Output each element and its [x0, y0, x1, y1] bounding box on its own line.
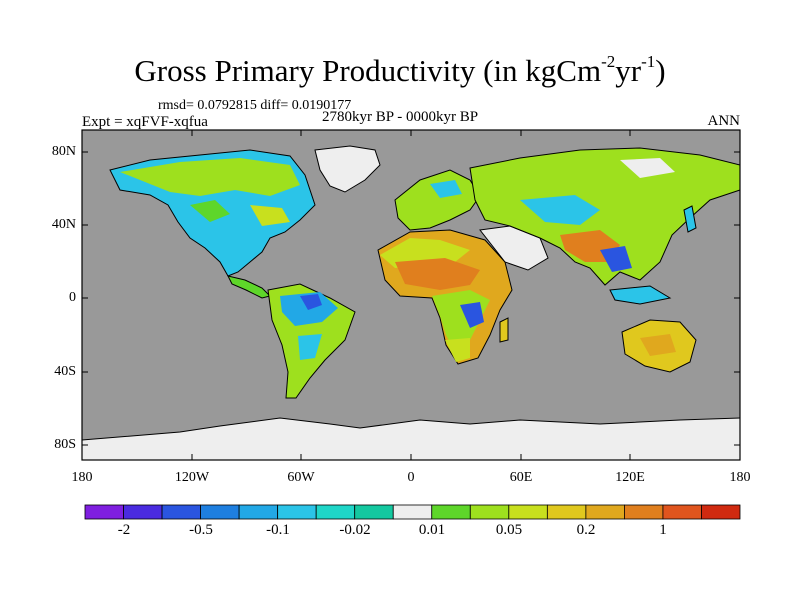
experiment-label: Expt = xqFVF-xqfua [82, 114, 208, 130]
colorbar-swatch [161, 504, 201, 520]
lon-label-120w: 120W [174, 470, 210, 485]
europe [394, 169, 481, 231]
lon-label-120e: 120E [615, 470, 645, 485]
colorbar-label: 0.05 [495, 522, 523, 538]
period-label: 2780kyr BP - 0000kyr BP [322, 109, 479, 125]
colorbar-label: -0.5 [189, 522, 213, 538]
lon-label-60w: 60W [287, 470, 315, 485]
chart-title: Gross Primary Productivity (in kgCm-2yr-… [134, 52, 666, 88]
colorbar-swatch [354, 504, 394, 520]
indonesia [609, 285, 672, 305]
colorbar-swatch [431, 504, 471, 520]
lat-label-40s: 40S [54, 364, 76, 379]
colorbar-label: -0.02 [339, 522, 371, 538]
antarctica [82, 418, 740, 460]
colorbar-swatch [392, 504, 433, 520]
colorbar-label: -2 [117, 522, 131, 538]
lat-label-40n: 40N [51, 217, 76, 232]
colorbar-swatch [200, 504, 240, 520]
colorbar-swatch [84, 504, 124, 520]
lon-label-60e: 60E [509, 470, 533, 485]
colorbar-swatch [238, 504, 279, 520]
colorbar-label: 0.2 [576, 522, 596, 538]
lon-ticks [191, 130, 631, 460]
colorbar-swatch [508, 504, 548, 520]
greenland [314, 145, 381, 193]
colorbar-swatch [469, 504, 510, 520]
colorbar-label: 0.01 [418, 522, 446, 538]
colorbar-swatch [315, 504, 356, 520]
japan [683, 205, 697, 233]
season-label: ANN [707, 113, 741, 129]
lon-label-0: 0 [407, 470, 415, 485]
lat-ticks [82, 151, 740, 446]
colorbar-swatch [546, 504, 587, 520]
lat-label-0: 0 [69, 290, 76, 305]
colorbar-swatch [662, 504, 702, 520]
lon-label-180w: 180 [71, 470, 93, 485]
lat-label-80n: 80N [51, 144, 76, 159]
central-america [227, 275, 271, 299]
lat-label-80s: 80S [54, 437, 76, 452]
stats-text: rmsd= 0.0792815 diff= 0.0190177 [158, 98, 352, 113]
colorbar [84, 504, 741, 520]
colorbar-label: -0.1 [266, 522, 290, 538]
madagascar [499, 317, 509, 343]
colorbar-swatch [624, 504, 664, 520]
colorbar-swatch [123, 504, 163, 520]
colorbar-swatch [585, 504, 625, 520]
asia [469, 147, 741, 286]
colorbar-swatch [701, 504, 741, 520]
colorbar-swatch [277, 504, 317, 520]
colorbar-label: 1 [659, 522, 667, 538]
lon-label-180e: 180 [729, 470, 751, 485]
